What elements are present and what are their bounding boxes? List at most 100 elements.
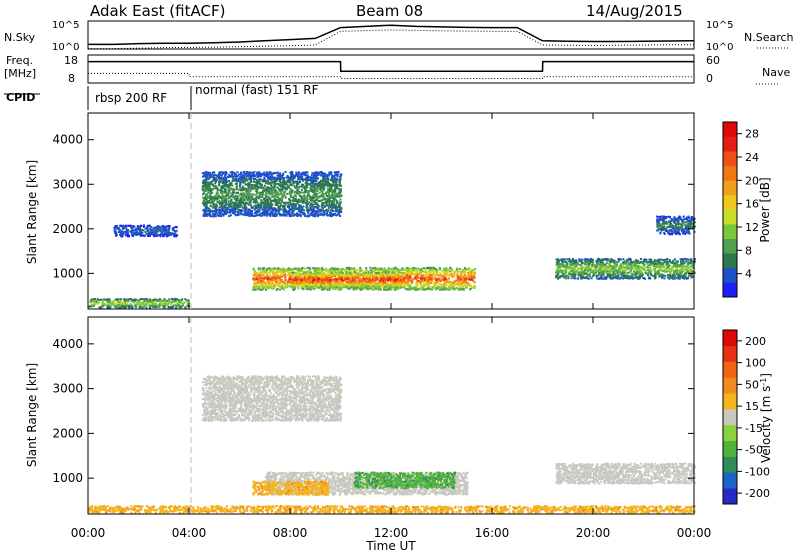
nsky-label: N.Sky: [4, 31, 36, 44]
power-data-point: [682, 261, 684, 263]
power-data-point: [251, 193, 253, 195]
power-data-point: [468, 276, 470, 278]
power-data-point: [328, 269, 330, 271]
power-data-point: [663, 260, 665, 262]
power-data-point: [622, 261, 624, 263]
power-data-point: [357, 282, 359, 284]
power-data-point: [255, 284, 257, 286]
power-data-point: [671, 262, 673, 264]
power-data-point: [365, 269, 367, 271]
power-data-point: [344, 278, 346, 280]
power-data-point: [281, 208, 283, 210]
power-data-point: [296, 213, 298, 215]
power-data-point: [259, 274, 261, 276]
power-data-point: [643, 268, 645, 270]
power-data-point: [654, 259, 656, 261]
power-data-point: [596, 269, 598, 271]
power-data-point: [688, 267, 690, 269]
power-data-point: [612, 270, 614, 272]
power-data-point: [417, 280, 419, 282]
power-data-point: [391, 277, 393, 279]
power-data-point: [300, 281, 302, 283]
power-data-point: [396, 276, 398, 278]
power-data-point: [293, 271, 295, 273]
power-data-point: [254, 287, 256, 289]
power-data-point: [388, 271, 390, 273]
power-data-point: [218, 178, 220, 180]
power-data-point: [274, 272, 276, 274]
power-data-point: [341, 271, 343, 273]
power-data-point: [282, 275, 284, 277]
power-data-point: [387, 274, 389, 276]
power-data-point: [389, 268, 391, 270]
power-data-point: [254, 194, 256, 196]
power-data-point: [391, 269, 393, 271]
power-data-point: [285, 279, 287, 281]
power-data-point: [578, 258, 580, 260]
power-data-point: [301, 279, 303, 281]
power-data-point: [358, 284, 360, 286]
power-data-point: [325, 268, 327, 270]
power-data-point: [441, 279, 443, 281]
power-data-point: [565, 265, 567, 267]
power-data-point: [688, 274, 690, 276]
power-data-point: [649, 264, 651, 266]
power-data-point: [368, 274, 370, 276]
power-data-point: [390, 288, 392, 290]
power-data-point: [332, 268, 334, 270]
power-data-point: [336, 268, 338, 270]
power-data-point: [371, 282, 373, 284]
power-data-point: [315, 285, 317, 287]
nsearch-tick-bottom: 10^0: [706, 42, 733, 53]
power-data-point: [397, 284, 399, 286]
nsearch-tick-top: 10^5: [706, 20, 733, 31]
power-data-point: [305, 279, 307, 281]
power-data-point: [292, 284, 294, 286]
power-data-point: [557, 263, 559, 265]
power-data-point: [585, 260, 587, 262]
power-data-point: [272, 272, 274, 274]
power-data-point: [417, 277, 419, 279]
power-data-point: [667, 266, 669, 268]
power-data-point: [439, 289, 441, 291]
power-data-point: [283, 288, 285, 290]
power-data-point: [563, 276, 565, 278]
power-data-point: [664, 268, 666, 270]
power-data-point: [261, 273, 263, 275]
power-data-point: [432, 270, 434, 272]
power-data-point: [662, 267, 664, 269]
power-data-point: [626, 264, 628, 266]
power-data-point: [254, 270, 256, 272]
power-data-point: [555, 272, 557, 274]
power-data-point: [608, 266, 610, 268]
power-data-point: [432, 273, 434, 275]
cpid-label: CPID: [6, 91, 35, 104]
power-data-point: [296, 279, 298, 281]
power-data-point: [593, 274, 595, 276]
power-data-point: [264, 185, 266, 187]
power-data-point: [322, 275, 324, 277]
power-data-point: [279, 278, 281, 280]
power-data-point: [621, 266, 623, 268]
power-data-point: [441, 285, 443, 287]
power-data-point: [338, 286, 340, 288]
power-data-point: [266, 278, 268, 280]
power-data-point: [445, 281, 447, 283]
power-data-point: [264, 285, 266, 287]
power-data-point: [407, 280, 409, 282]
power-data-point: [257, 272, 259, 274]
power-data-point: [581, 266, 583, 268]
power-data-point: [276, 274, 278, 276]
power-data-point: [388, 277, 390, 279]
power-data-point: [363, 286, 365, 288]
power-data-point: [643, 277, 645, 279]
power-data-point: [427, 278, 429, 280]
power-data-point: [457, 284, 459, 286]
power-data-point: [396, 282, 398, 284]
power-data-point: [413, 267, 415, 269]
power-data-point: [454, 284, 456, 286]
power-data-point: [335, 282, 337, 284]
power-data-point: [302, 274, 304, 276]
power-data-point: [299, 285, 301, 287]
power-data-point: [620, 259, 622, 261]
